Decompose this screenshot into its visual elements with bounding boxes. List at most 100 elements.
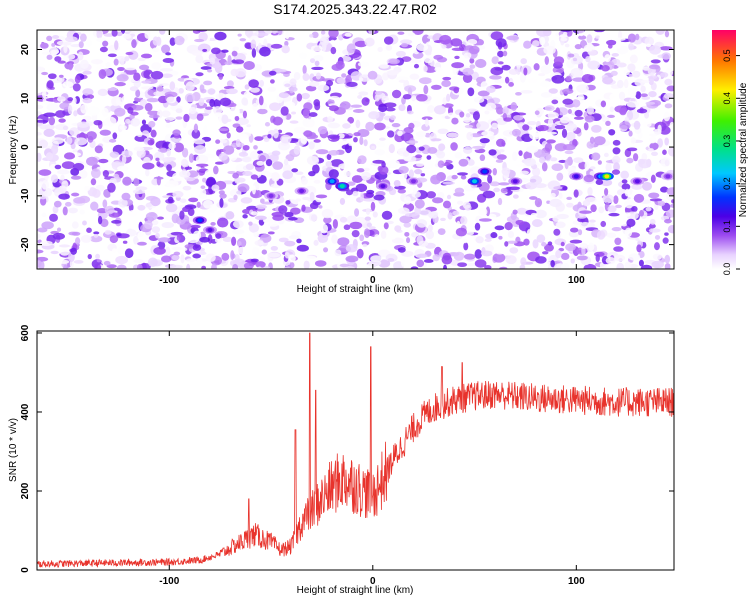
heatmap-cell [295, 171, 304, 176]
heatmap-cell [107, 182, 116, 193]
heatmap-cell [61, 180, 69, 189]
heatmap-cell [456, 200, 464, 205]
heatmap-cell [214, 237, 222, 244]
heatmap-cell [121, 154, 127, 164]
heatmap-cell [259, 79, 265, 87]
heatmap-cell [387, 159, 400, 169]
heatmap-cell [160, 67, 173, 72]
heatmap-cell [402, 94, 412, 100]
heatmap-cell [346, 43, 356, 54]
heatmap-cell [604, 54, 611, 63]
heatmap-cell [373, 194, 385, 201]
heatmap-cell [126, 228, 134, 235]
heatmap-cell [534, 110, 540, 116]
heatmap-cell [41, 51, 51, 55]
heatmap-cell [546, 139, 556, 144]
heatmap-cell [372, 211, 378, 218]
heatmap-cell [609, 93, 617, 101]
heatmap-cell [264, 30, 272, 34]
heatmap-cell [425, 230, 435, 240]
heatmap-cell [362, 243, 368, 248]
heatmap-cell [553, 263, 566, 269]
heatmap-cell [613, 246, 624, 252]
heatmap-cell [386, 220, 394, 225]
heatmap-cell [628, 43, 634, 51]
heatmap-cell [645, 206, 652, 212]
heatmap-cell [494, 247, 506, 255]
heatmap-cell [363, 167, 370, 172]
heatmap-cell [508, 186, 521, 191]
heatmap-cell [336, 77, 346, 85]
heatmap-cell [411, 95, 417, 102]
heatmap-cell [64, 201, 72, 207]
heatmap-cell [284, 252, 290, 259]
heatmap-cell [520, 58, 527, 65]
heatmap-cell [37, 104, 44, 109]
heatmap-cell [467, 108, 478, 113]
heatmap-cell [619, 121, 631, 130]
heatmap-cell [176, 234, 181, 241]
heatmap-cell [285, 154, 295, 162]
heatmap-cell [395, 50, 406, 57]
heatmap-cell [605, 120, 611, 126]
heatmap-cell [65, 36, 78, 43]
heatmap-cell [434, 105, 446, 115]
heatmap-cell [186, 258, 196, 263]
heatmap-cell [484, 265, 492, 269]
heatmap-cell [214, 31, 227, 41]
heatmap-cell [567, 109, 572, 114]
heatmap-cell [519, 73, 526, 83]
heatmap-cell [571, 99, 581, 108]
heatmap-cell [460, 175, 467, 180]
heatmap-cell [42, 89, 47, 99]
heatmap-cell [589, 136, 595, 144]
heatmap-cell [211, 263, 217, 269]
heatmap-cell [225, 211, 235, 220]
heatmap-cell [357, 61, 369, 67]
heatmap-cell [78, 41, 84, 49]
heatmap-cell [533, 63, 540, 71]
heatmap-cell [357, 155, 367, 165]
heatmap-cell [599, 33, 607, 44]
heatmap-cell [364, 216, 371, 221]
heatmap-cell [114, 120, 127, 126]
snr-y-ticks: 0 200 400 600 [20, 324, 674, 573]
heatmap-cell [179, 210, 185, 220]
heatmap-cell [374, 234, 380, 242]
heatmap-cell [540, 64, 552, 75]
heatmap-cell [181, 247, 188, 252]
heatmap-cell [90, 178, 97, 186]
heatmap-cell [600, 220, 607, 228]
heatmap-cell [587, 242, 595, 251]
heatmap-cell [79, 33, 87, 42]
heatmap-cell [403, 196, 412, 205]
heatmap-cell [523, 67, 528, 76]
heatmap-cell [446, 194, 452, 200]
heatmap-cell [308, 112, 318, 118]
heatmap-cell [598, 206, 605, 214]
heatmap-cell [191, 50, 204, 56]
heatmap-cell [581, 74, 594, 84]
heatmap-cell [137, 57, 146, 62]
heatmap-cell [136, 263, 143, 269]
heatmap-cell [54, 56, 62, 62]
heatmap-cell [584, 161, 590, 171]
heatmap-cell [564, 159, 569, 170]
heatmap-cell [207, 68, 213, 73]
heatmap-cell [148, 114, 160, 119]
heatmap-cell [158, 82, 169, 87]
heatmap-cell [271, 172, 280, 182]
heatmap-cell [200, 66, 212, 70]
heatmap-cell [479, 138, 490, 144]
heatmap-cell [176, 96, 181, 103]
heatmap-cell [52, 232, 65, 240]
heatmap-cell [196, 201, 201, 208]
heatmap-cell [119, 125, 127, 130]
heatmap-cell [395, 76, 409, 81]
heatmap-cell [669, 30, 674, 40]
heatmap-cell [465, 113, 471, 118]
heatmap-cell [317, 126, 328, 135]
heatmap-cell [587, 60, 600, 70]
heatmap-cell [353, 132, 361, 137]
